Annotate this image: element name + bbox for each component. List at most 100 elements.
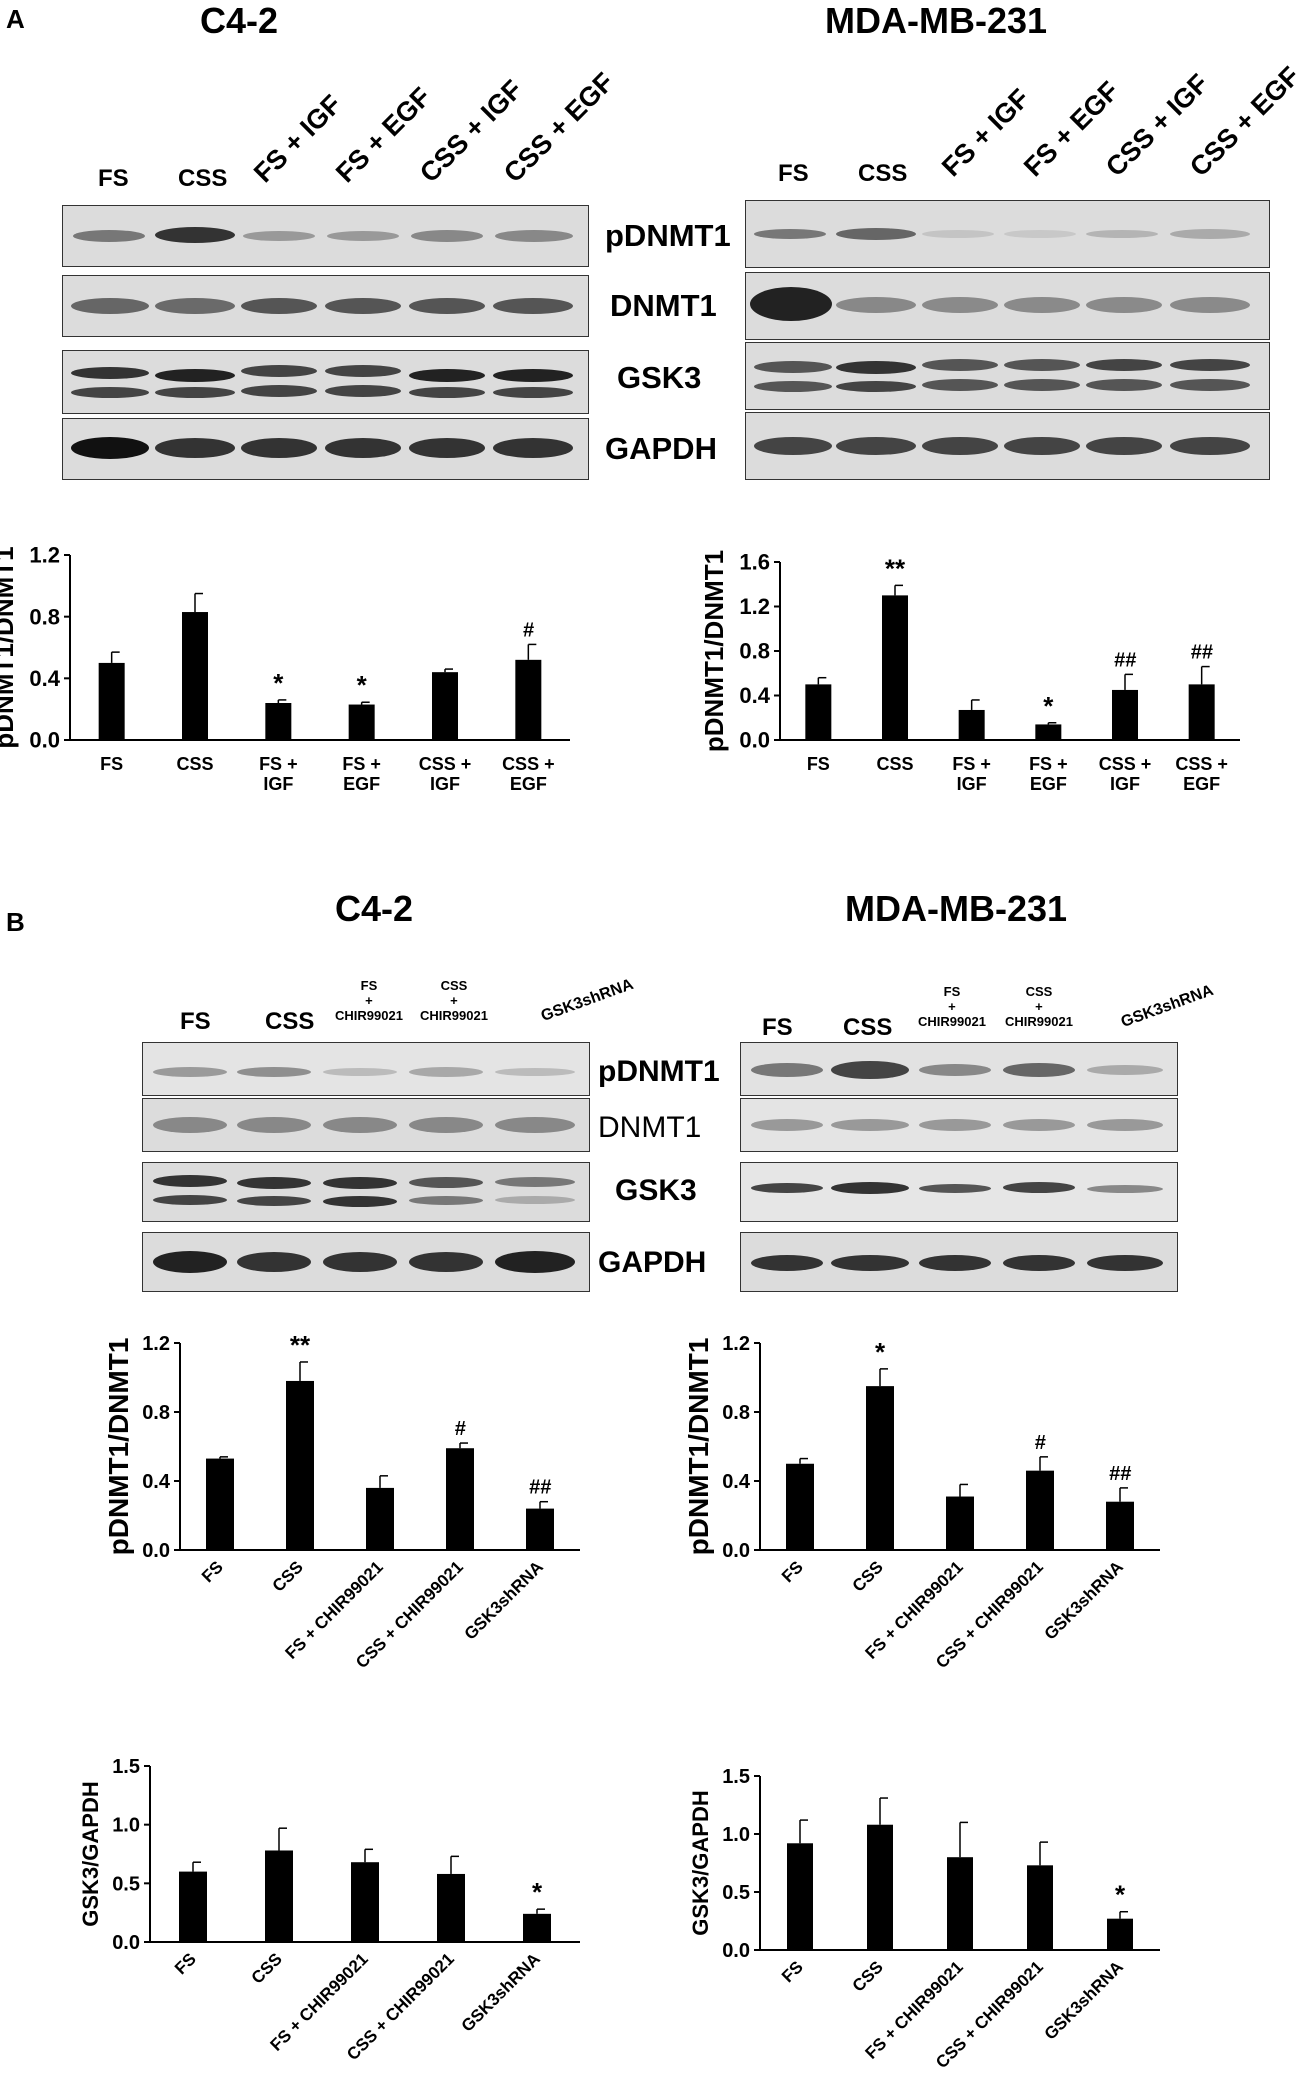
category-label: CSS + IGF bbox=[1099, 754, 1152, 794]
category-label: FS + IGF bbox=[259, 754, 298, 794]
bar bbox=[866, 1386, 894, 1550]
band bbox=[1004, 359, 1080, 371]
panel-a-left-title: C4-2 bbox=[200, 0, 279, 41]
band bbox=[155, 227, 235, 243]
lane-label: FS bbox=[778, 160, 809, 187]
band bbox=[922, 437, 998, 455]
bar bbox=[437, 1873, 465, 1942]
band bbox=[241, 438, 317, 458]
blot-label: GSK3 bbox=[617, 360, 702, 395]
bar bbox=[1035, 724, 1062, 740]
bar bbox=[523, 1913, 551, 1942]
band bbox=[155, 438, 235, 458]
y-tick-label: 1.5 bbox=[112, 1756, 140, 1778]
category-label: FS bbox=[778, 1557, 807, 1586]
band bbox=[1086, 437, 1162, 455]
blot-strip-pdnmt1 bbox=[740, 1042, 1178, 1096]
band bbox=[153, 1251, 227, 1273]
band bbox=[71, 437, 149, 459]
bar bbox=[348, 704, 375, 740]
y-tick-label: 0.4 bbox=[739, 683, 770, 708]
lane-label: GSK3shRNA bbox=[1118, 981, 1216, 1032]
significance-label: # bbox=[1034, 1432, 1046, 1454]
band bbox=[754, 437, 832, 455]
band bbox=[831, 1119, 909, 1131]
significance-label: * bbox=[1043, 691, 1054, 721]
category-label: FS bbox=[198, 1557, 227, 1586]
blot-label: GAPDH bbox=[598, 1246, 707, 1279]
blot-strip-gsk3 bbox=[740, 1162, 1178, 1222]
band bbox=[409, 438, 485, 458]
y-tick-label: 0.0 bbox=[722, 1540, 750, 1562]
category-label: FS bbox=[100, 754, 123, 774]
band bbox=[495, 1196, 575, 1204]
panel-b-letter: B bbox=[6, 907, 25, 937]
bar bbox=[265, 1850, 293, 1942]
band bbox=[1170, 379, 1250, 391]
significance-label: ** bbox=[290, 1330, 311, 1360]
band bbox=[495, 1117, 575, 1133]
band bbox=[325, 298, 401, 314]
band bbox=[836, 361, 916, 374]
category-label: CSS bbox=[876, 754, 913, 774]
band bbox=[411, 230, 483, 242]
band bbox=[237, 1196, 311, 1206]
bar bbox=[787, 1843, 813, 1950]
bar bbox=[366, 1487, 394, 1550]
band bbox=[325, 385, 401, 397]
band bbox=[1003, 1182, 1075, 1193]
band bbox=[153, 1175, 227, 1187]
bar bbox=[526, 1508, 554, 1550]
band bbox=[751, 1063, 823, 1077]
band bbox=[155, 387, 235, 398]
bar bbox=[946, 1496, 974, 1550]
lane-label: FS bbox=[180, 1008, 211, 1035]
bar bbox=[179, 1871, 207, 1942]
y-tick-label: 0.8 bbox=[722, 1402, 750, 1424]
band bbox=[323, 1177, 397, 1189]
bar bbox=[98, 662, 125, 740]
panel-b-left-title: C4-2 bbox=[335, 888, 414, 929]
lane-label: FS + IGF bbox=[248, 89, 348, 189]
category-label: FS + EGF bbox=[342, 754, 381, 794]
band bbox=[73, 230, 145, 242]
band bbox=[754, 229, 826, 239]
band bbox=[1170, 297, 1250, 313]
band bbox=[919, 1184, 991, 1193]
category-label: CSS bbox=[849, 1557, 887, 1595]
blot-label: GSK3 bbox=[615, 1174, 697, 1207]
band bbox=[155, 298, 235, 314]
category-label: CSS bbox=[849, 1957, 887, 1995]
band bbox=[1004, 297, 1080, 313]
band bbox=[1003, 1063, 1075, 1077]
band bbox=[751, 1119, 823, 1131]
bar bbox=[515, 659, 542, 740]
y-tick-label: 0.0 bbox=[29, 728, 60, 753]
band bbox=[237, 1117, 311, 1133]
band bbox=[241, 365, 317, 377]
band bbox=[922, 230, 994, 238]
y-axis-label: pDNMT1/DNMT1 bbox=[683, 1338, 714, 1556]
band bbox=[409, 387, 485, 398]
blot-strip-dnmt1 bbox=[740, 1098, 1178, 1152]
bar bbox=[1107, 1918, 1133, 1950]
category-label: CSS bbox=[176, 754, 213, 774]
y-tick-label: 0.4 bbox=[722, 1471, 751, 1493]
y-axis-label: pDNMT1/DNMT1 bbox=[0, 546, 19, 748]
significance-label: * bbox=[357, 670, 368, 700]
category-label: GSK3shRNA bbox=[1041, 1557, 1127, 1643]
blot-label: DNMT1 bbox=[598, 1111, 702, 1144]
band bbox=[409, 1252, 483, 1272]
blot-strip-pdnmt1 bbox=[745, 200, 1270, 268]
y-axis-label: GSK3/GAPDH bbox=[78, 1781, 103, 1926]
category-label: CSS bbox=[269, 1557, 307, 1595]
bar bbox=[286, 1380, 314, 1550]
category-label: FS + EGF bbox=[1029, 754, 1068, 794]
y-tick-label: 0.5 bbox=[722, 1882, 750, 1904]
band bbox=[495, 230, 573, 242]
band bbox=[243, 231, 315, 241]
blot-strip-pdnmt1 bbox=[142, 1042, 590, 1096]
blot-strip-dnmt1 bbox=[745, 272, 1270, 340]
lane-label: CSS + CHIR99021 bbox=[420, 978, 488, 1023]
